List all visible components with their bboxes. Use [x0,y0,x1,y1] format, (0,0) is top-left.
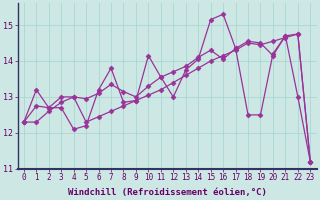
X-axis label: Windchill (Refroidissement éolien,°C): Windchill (Refroidissement éolien,°C) [68,188,267,197]
